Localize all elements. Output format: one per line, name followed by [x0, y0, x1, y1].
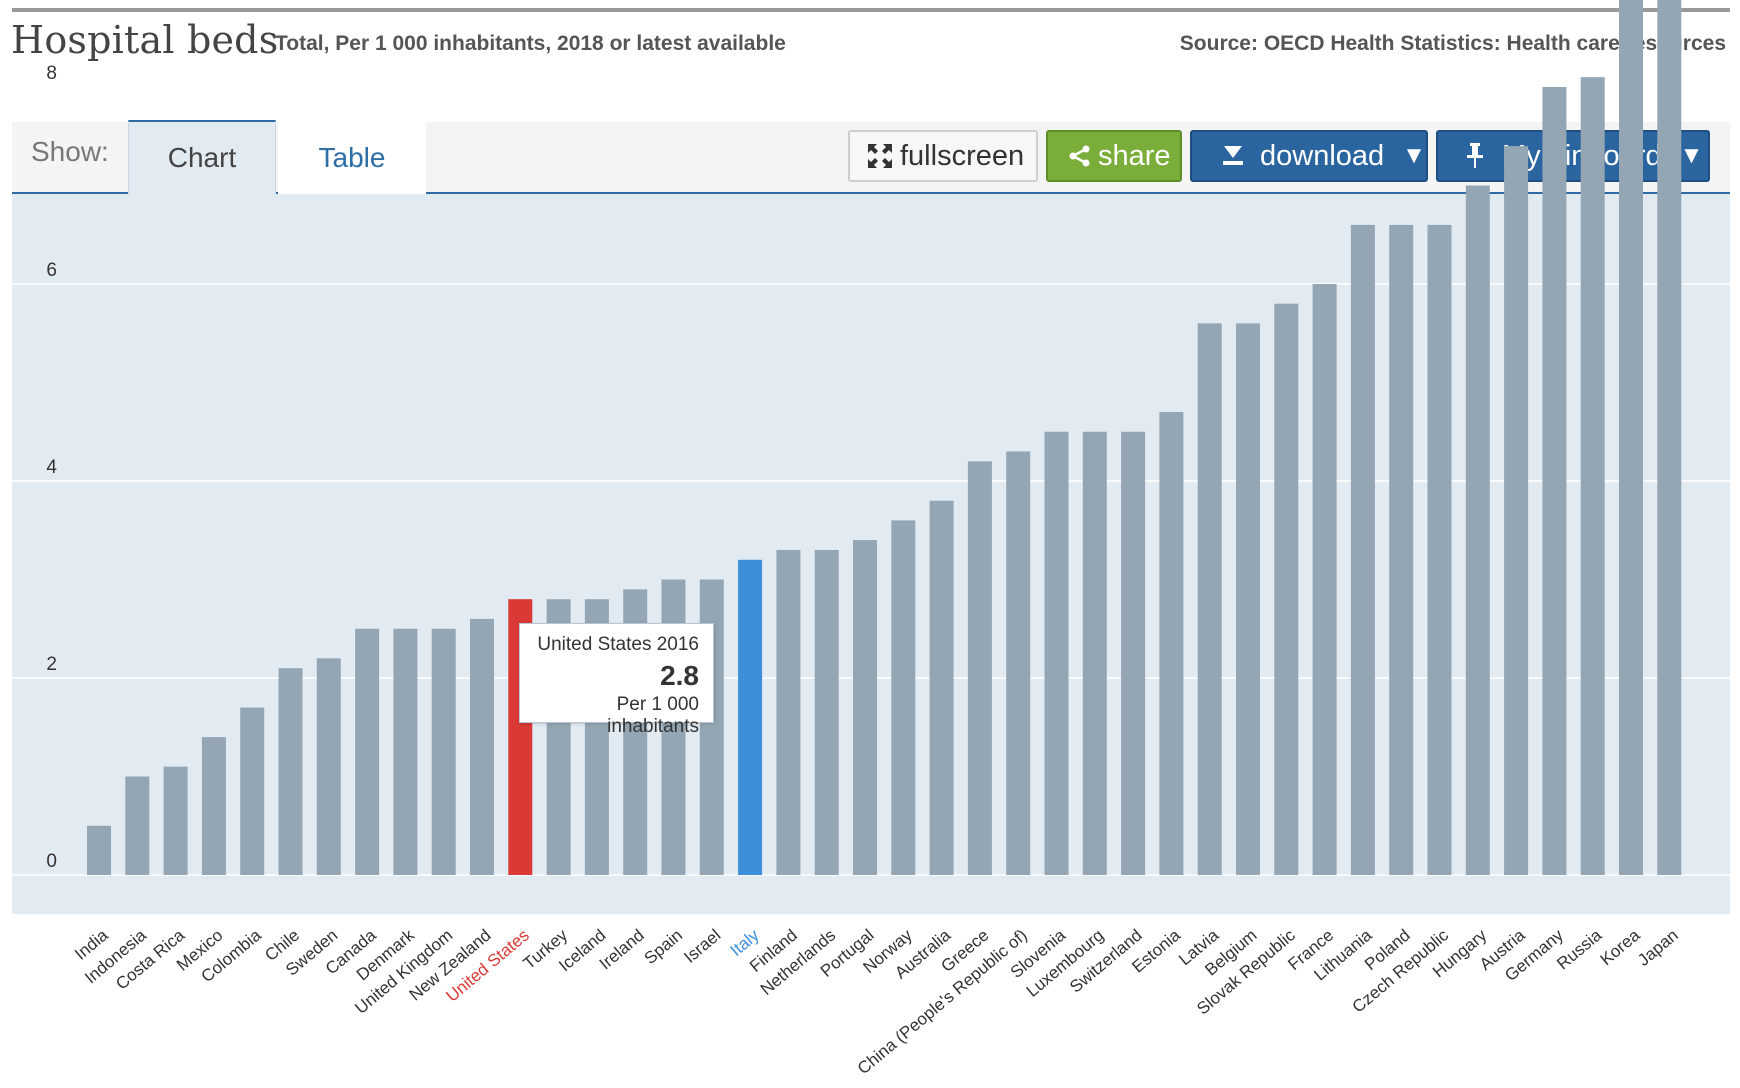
bar[interactable]	[1044, 431, 1069, 875]
bar[interactable]	[1197, 323, 1222, 875]
bar[interactable]	[278, 668, 303, 875]
share-label: share	[1098, 139, 1171, 172]
bar[interactable]	[240, 707, 265, 875]
x-tick-label: Ireland	[596, 926, 648, 974]
bar[interactable]	[316, 658, 341, 875]
bar[interactable]	[87, 825, 111, 875]
bar[interactable]	[929, 500, 954, 875]
y-tick-label: 2	[46, 654, 57, 675]
pin-icon	[1464, 141, 1486, 171]
download-label: download	[1260, 139, 1385, 172]
bar[interactable]	[814, 549, 839, 875]
bar[interactable]	[1082, 431, 1107, 875]
bar[interactable]	[1274, 303, 1299, 875]
bar[interactable]	[1465, 185, 1490, 876]
bar[interactable]	[1580, 77, 1605, 875]
page-subtitle: Total, Per 1 000 inhabitants, 2018 or la…	[275, 32, 786, 55]
fullscreen-label: fullscreen	[900, 139, 1025, 172]
bar[interactable]	[853, 540, 877, 875]
bar[interactable]	[1006, 451, 1031, 875]
bar[interactable]	[1504, 146, 1529, 876]
bar[interactable]	[1159, 412, 1184, 875]
y-tick-label: 0	[46, 851, 57, 872]
x-tick-label: Spain	[641, 926, 687, 969]
bar[interactable]	[470, 618, 494, 875]
download-icon	[1220, 142, 1246, 170]
bar[interactable]	[431, 628, 456, 875]
share-button[interactable]: share	[1046, 130, 1182, 182]
bar[interactable]	[125, 776, 150, 876]
bar[interactable]	[1312, 284, 1337, 875]
top-rule	[12, 8, 1730, 12]
bar[interactable]	[355, 628, 380, 875]
chevron-down-icon: ▼	[1679, 142, 1704, 169]
page-title: Hospital beds	[11, 18, 279, 62]
tooltip-unit: Per 1 000 inhabitants	[607, 694, 699, 737]
bar[interactable]	[738, 559, 763, 875]
tab-chart[interactable]: Chart	[128, 120, 276, 194]
tab-table[interactable]: Table	[278, 122, 426, 194]
x-tick-label: Russia	[1553, 925, 1605, 973]
y-tick-label: 6	[46, 260, 57, 281]
bar[interactable]	[967, 461, 992, 875]
y-tick-label: 4	[46, 457, 57, 478]
x-tick-label: Korea	[1597, 925, 1644, 969]
toolbar: Show: Chart Table fullscreen share	[12, 120, 1730, 194]
fullscreen-button[interactable]: fullscreen	[848, 130, 1038, 182]
bar[interactable]	[776, 549, 801, 875]
bar[interactable]	[1542, 87, 1567, 875]
bar[interactable]	[891, 520, 916, 875]
bar[interactable]	[1619, 0, 1643, 876]
bar[interactable]	[1236, 323, 1260, 875]
download-button[interactable]: download ▼	[1190, 130, 1428, 182]
bar[interactable]	[201, 737, 226, 875]
x-tick-label: Israel	[680, 926, 724, 967]
bar[interactable]	[1389, 224, 1414, 875]
source-note: Source: OECD Health Statistics: Health c…	[1179, 32, 1726, 55]
chevron-down-icon: ▼	[1402, 142, 1426, 169]
tooltip-value: 2.8	[660, 660, 699, 691]
bar[interactable]	[1350, 224, 1375, 875]
tooltip-heading: United States 2016	[537, 634, 699, 655]
bar[interactable]	[163, 766, 188, 875]
tooltip: United States 2016 2.8 Per 1 000 inhabit…	[519, 623, 714, 737]
x-tick-label: Japan	[1634, 926, 1682, 970]
bar[interactable]	[1427, 224, 1452, 875]
share-icon	[1068, 144, 1092, 168]
bar[interactable]	[393, 628, 418, 875]
fullscreen-icon	[866, 142, 894, 170]
bar[interactable]	[1121, 431, 1146, 875]
show-label: Show:	[31, 136, 109, 167]
y-tick-label: 8	[46, 63, 57, 84]
bar[interactable]	[1657, 0, 1682, 875]
